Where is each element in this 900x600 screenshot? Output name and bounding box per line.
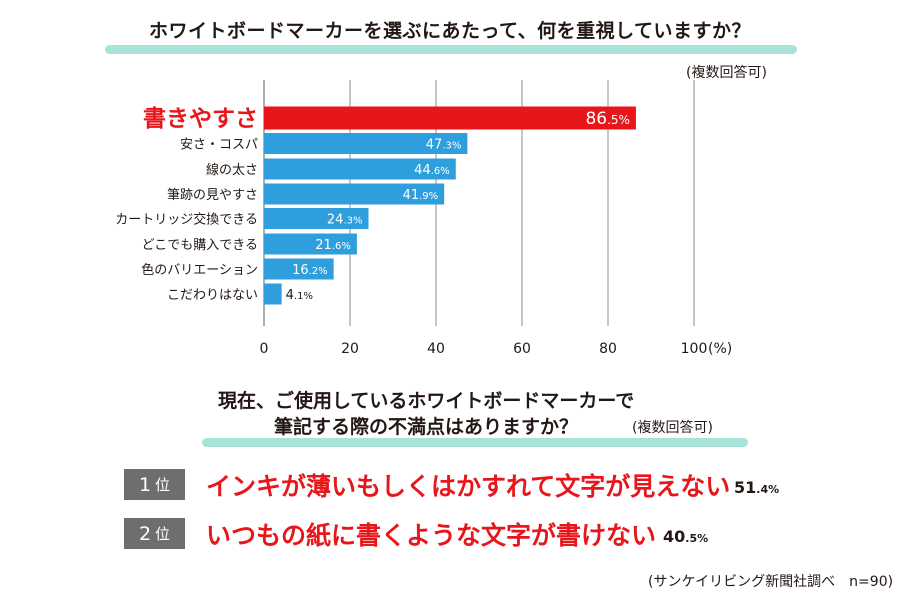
bar-6 xyxy=(264,258,334,280)
rank-1-unit: 位 xyxy=(155,476,171,494)
bar-0 xyxy=(264,106,636,130)
rank-2-number: 2 xyxy=(138,522,152,545)
bar-chart: 0 20 40 60 80 100 (%) 書きやすさ 86.5% 安さ・コスパ 47.3% 線の太さ… xyxy=(115,80,732,357)
category-label-2: 線の太さ xyxy=(206,162,258,178)
question2-underline xyxy=(202,438,748,447)
chart-title: ホワイトボードマーカーを選ぶにあたって、何を重視していますか？ xyxy=(148,20,752,42)
x-tick-label-80: 80 xyxy=(599,341,617,357)
rank-2-value: 40.5% xyxy=(663,527,708,546)
x-tick-label-40: 40 xyxy=(427,341,445,357)
value-label-4: 24.3% xyxy=(327,213,363,228)
category-label-7: こだわりはない xyxy=(167,288,258,303)
x-axis-unit: (%) xyxy=(708,341,732,357)
bar-7 xyxy=(264,283,282,305)
category-label-1: 安さ・コスパ xyxy=(180,138,258,153)
rank-1-text: インキが薄いもしくはかすれて文字が見えない xyxy=(206,472,731,501)
rank-1-value: 51.4% xyxy=(734,478,779,497)
category-label-4: カートリッジ交換できる xyxy=(115,212,258,228)
bar-5 xyxy=(264,233,357,255)
rank-2-value-int: 40 xyxy=(663,527,686,546)
source-note: (サンケイリビング新聞社調べ n=90) xyxy=(648,574,894,590)
bar-3 xyxy=(264,183,445,205)
value-label-6: 16.2% xyxy=(292,263,328,278)
rank-2-unit: 位 xyxy=(155,525,171,543)
rank-1-value-int: 51 xyxy=(734,478,757,497)
rank-2-text: いつもの紙に書くような文字が書けない xyxy=(206,521,657,550)
rank-1-number: 1 xyxy=(138,473,152,496)
category-label-3: 筆跡の見やすさ xyxy=(167,187,258,203)
value-label-3: 41.9% xyxy=(403,188,439,203)
value-label-1: 47.3% xyxy=(426,138,462,153)
rank-1-value-dec: .4% xyxy=(756,483,780,496)
question2-line2: 筆記する際の不満点はありますか？ xyxy=(274,416,579,438)
x-tick-label-0: 0 xyxy=(260,341,269,357)
multiple-answer-note: (複数回答可) xyxy=(686,65,767,81)
x-tick-label-20: 20 xyxy=(341,341,359,357)
question2-note: (複数回答可) xyxy=(632,420,713,436)
rank-2-value-dec: .5% xyxy=(685,532,709,545)
value-label-2: 44.6% xyxy=(414,163,450,178)
bar-1 xyxy=(264,133,468,154)
value-label-5: 21.6% xyxy=(315,238,351,253)
value-label-7: 4.1% xyxy=(286,288,313,303)
bar-2 xyxy=(264,158,456,180)
bar-4 xyxy=(264,208,369,229)
category-label-5: どこでも購入できる xyxy=(142,238,258,253)
category-label-6: 色のバリエーション xyxy=(141,262,258,278)
category-label-0: 書きやすさ xyxy=(143,105,258,132)
title-underline xyxy=(105,45,797,54)
x-tick-label-60: 60 xyxy=(513,341,531,357)
x-tick-label-100: 100 xyxy=(681,341,708,357)
question2-line1: 現在、ご使用しているホワイトボードマーカーで xyxy=(218,390,635,412)
value-label-0: 86.5% xyxy=(585,109,630,129)
